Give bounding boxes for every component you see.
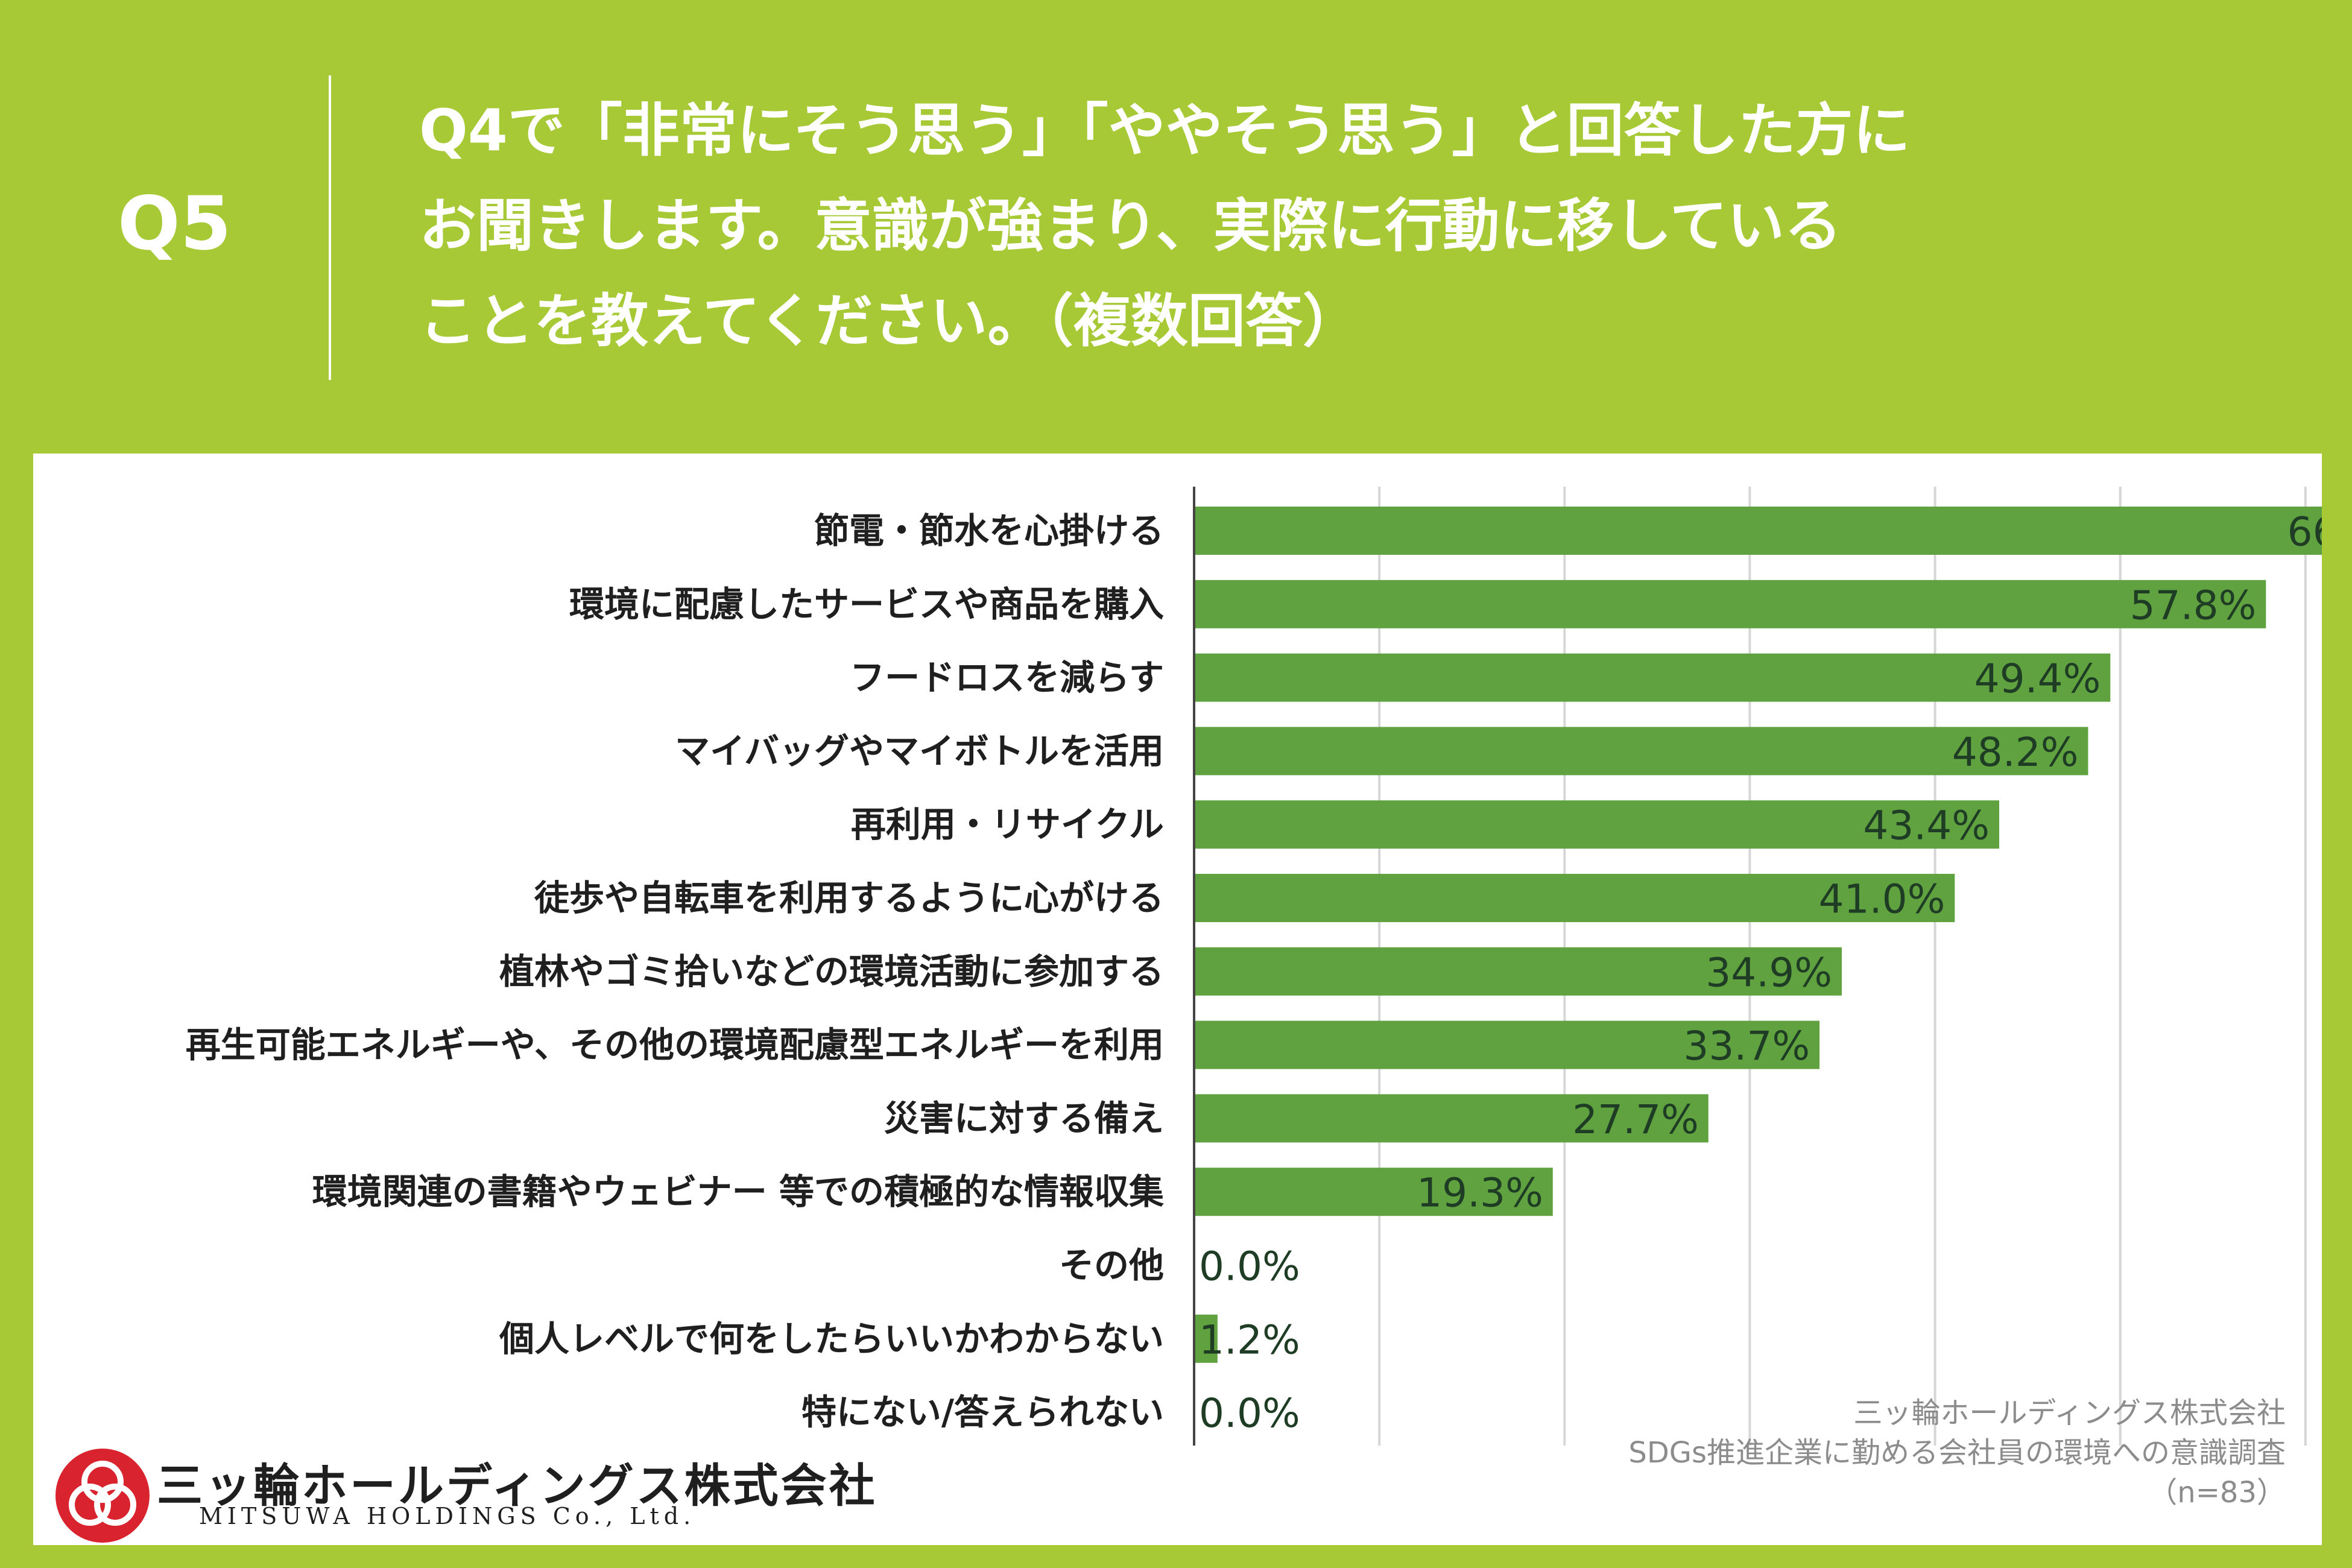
bar xyxy=(1195,1168,1553,1216)
value-label: 1.2% xyxy=(1199,1317,1300,1363)
logo-company-name: 三ッ輪ホールディングス株式会社 xyxy=(157,1459,877,1513)
value-label: 48.2% xyxy=(1952,729,2079,776)
question-number: Q5 xyxy=(118,181,232,267)
value-label: 19.3% xyxy=(1417,1170,1543,1216)
value-label: 0.0% xyxy=(1199,1390,1300,1437)
value-label: 33.7% xyxy=(1683,1023,1810,1069)
category-label: 特にない/答えられない xyxy=(801,1392,1164,1433)
category-label: 個人レベルで何をしたらいいかわからない xyxy=(499,1318,1164,1359)
logo-company-name-en: MITSUWA HOLDINGS Co., Ltd. xyxy=(199,1503,696,1529)
category-label: フードロスを減らす xyxy=(850,657,1164,698)
bar xyxy=(1195,727,2088,776)
category-label: 徒歩や自転車を利用するように心がける xyxy=(534,877,1164,918)
category-label: 植林やゴミ拾いなどの環境活動に参加する xyxy=(499,951,1164,992)
value-label: 0.0% xyxy=(1199,1244,1300,1290)
bar xyxy=(1195,874,1955,922)
value-label: 27.7% xyxy=(1572,1096,1699,1143)
bar xyxy=(1195,653,2111,702)
bar xyxy=(1195,800,1999,849)
chart-panel: 節電・節水を心掛ける環境に配慮したサービスや商品を購入フードロスを減らすマイバッ… xyxy=(33,454,2322,1545)
category-labels: 節電・節水を心掛ける環境に配慮したサービスや商品を購入フードロスを減らすマイバッ… xyxy=(186,510,1164,1433)
value-label: 57.8% xyxy=(2130,582,2257,628)
category-label: その他 xyxy=(1059,1245,1164,1286)
category-label: 再生可能エネルギーや、その他の環境配慮型エネルギーを利用 xyxy=(186,1025,1164,1066)
company-logo-icon xyxy=(55,1449,150,1543)
category-label: 災害に対する備え xyxy=(884,1098,1164,1139)
source-sample: （n=83） xyxy=(2148,1476,2286,1510)
value-label: 43.4% xyxy=(1863,803,1990,849)
header-divider xyxy=(329,75,331,380)
value-labels: 66.3% 57.8% 49.4% 48.2% 43.4% 41.0% 34.9% 33.7%… xyxy=(1199,509,2322,1437)
category-label: 再利用・リサイクル xyxy=(851,804,1164,845)
category-label: 環境関連の書籍やウェビナー 等での積極的な情報収集 xyxy=(312,1171,1164,1212)
value-label: 34.9% xyxy=(1706,949,1832,996)
bar xyxy=(1195,580,2266,628)
bar xyxy=(1195,1020,1820,1069)
bar xyxy=(1195,1094,1709,1143)
category-label: 節電・節水を心掛ける xyxy=(814,510,1164,551)
question-text: Q4で「非常にそう思う」「ややそう思う」と回答した方に お聞きします。意識が強ま… xyxy=(419,98,1911,355)
category-label: 環境に配慮したサービスや商品を購入 xyxy=(569,584,1164,625)
category-label: マイバッグやマイボトルを活用 xyxy=(675,730,1164,771)
bar xyxy=(1195,1314,1218,1363)
bars xyxy=(1195,507,2322,1363)
source-survey: SDGs推進企業に勤める会社員の環境への意識調査 xyxy=(1628,1436,2286,1470)
bar xyxy=(1195,507,2322,555)
bar xyxy=(1195,947,1842,996)
source-company: 三ッ輪ホールディングス株式会社 xyxy=(1853,1396,2286,1430)
value-label: 66.3% xyxy=(2287,509,2322,555)
bar-chart: 節電・節水を心掛ける環境に配慮したサービスや商品を購入フードロスを減らすマイバッ… xyxy=(186,487,2322,1446)
value-label: 49.4% xyxy=(1974,656,2101,702)
source-note: 三ッ輪ホールディングス株式会社 SDGs推進企業に勤める会社員の環境への意識調査… xyxy=(1628,1393,2286,1513)
value-label: 41.0% xyxy=(1819,876,1946,923)
